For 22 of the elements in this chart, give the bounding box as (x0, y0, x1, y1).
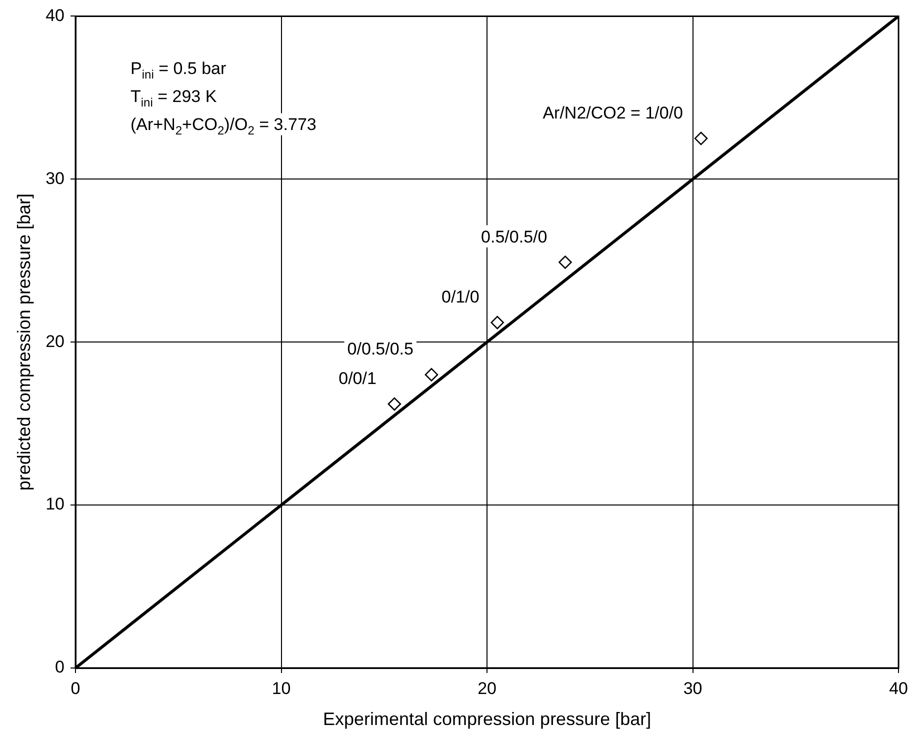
y-tick-label: 30 (46, 168, 65, 188)
point (424, 368, 438, 382)
x-tick-label: 30 (683, 678, 702, 698)
annotation: 0.5/0.5/0 (481, 227, 548, 246)
x-tick-label: 20 (478, 678, 496, 698)
point (388, 397, 402, 411)
y-tick-label: 10 (46, 494, 65, 514)
point (558, 256, 572, 269)
y-tick-label: 0 (55, 658, 65, 677)
x-axis-title: Experimental compression pressure [bar] (322, 709, 652, 730)
annotation: Ar/N2/CO2 = 1/0/0 (542, 103, 684, 122)
point (490, 316, 504, 330)
annotation: 0/0/1 (338, 369, 376, 388)
y-axis-title: predicted compression pressure [bar] (14, 194, 34, 491)
annotation: 0/1/0 (442, 288, 480, 307)
annotation: 0/0.5/0.5 (347, 340, 414, 359)
x-tick-label: 10 (272, 678, 291, 698)
y-tick-label: 40 (46, 6, 65, 25)
y-tick-label: 20 (46, 332, 65, 351)
x-tick-label: 0 (70, 678, 80, 698)
point (694, 132, 708, 146)
x-tick-label: 40 (889, 678, 908, 698)
